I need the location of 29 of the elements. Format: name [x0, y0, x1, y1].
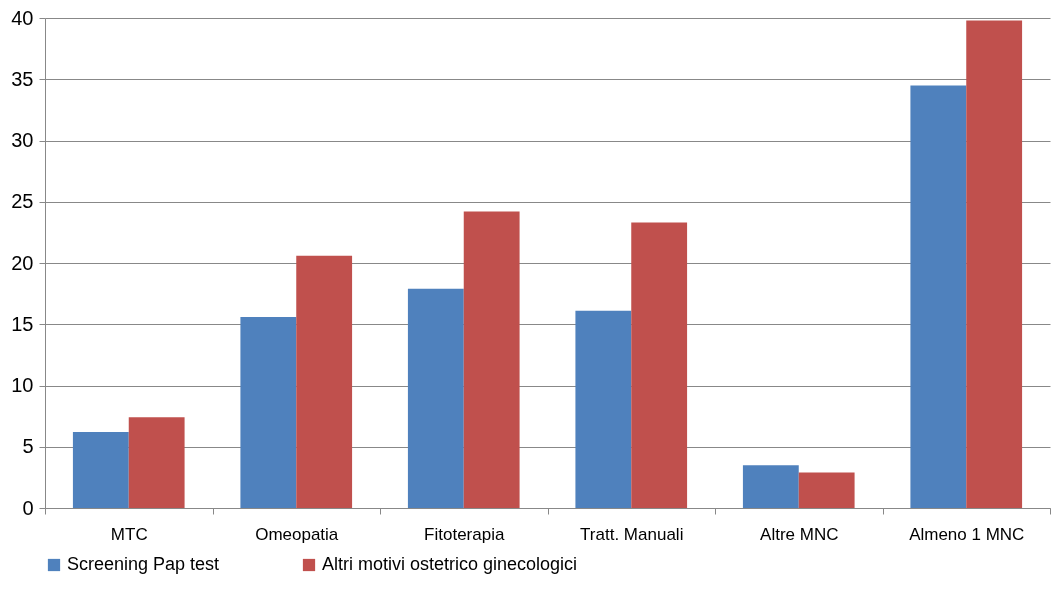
bar	[72, 432, 129, 508]
bar	[240, 316, 297, 508]
y-tick-label: 30	[11, 129, 34, 151]
legend-label: Screening Pap test	[67, 554, 220, 574]
bar	[128, 417, 185, 508]
x-tick-label: Tratt. Manuali	[580, 524, 684, 544]
y-tick-label: 0	[22, 496, 34, 519]
bar	[910, 85, 967, 508]
x-tick-label: MTC	[110, 524, 148, 544]
bar	[742, 465, 799, 508]
y-tick-label: 35	[11, 67, 34, 90]
legend-label: Altri motivi ostetrico ginecologici	[322, 554, 578, 574]
bar	[631, 222, 688, 508]
bar	[407, 288, 464, 508]
x-tick-label: Omeopatia	[255, 524, 339, 544]
bar	[296, 255, 353, 508]
y-tick-label: 25	[11, 190, 34, 213]
y-tick-label: 15	[11, 312, 34, 335]
bar	[966, 20, 1023, 508]
x-tick-label: Almeno 1 MNC	[909, 524, 1025, 544]
bar	[463, 211, 520, 508]
x-tick-label: Fitoterapia	[424, 524, 505, 544]
x-tick-label: Altre MNC	[760, 524, 839, 544]
y-tick-label: 40	[11, 6, 34, 29]
y-tick-label: 10	[11, 374, 34, 396]
bar	[798, 472, 855, 508]
y-tick-label: 5	[22, 435, 34, 458]
y-tick-label: 20	[11, 251, 34, 274]
bar	[575, 310, 632, 508]
